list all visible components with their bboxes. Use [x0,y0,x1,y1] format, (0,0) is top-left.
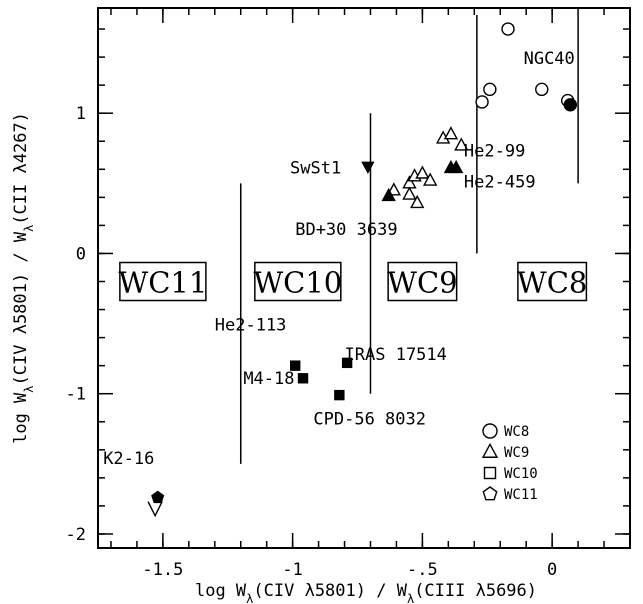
wc9-point [410,194,425,209]
wc10-point [290,360,301,371]
wc8-point [475,95,489,109]
wc10-point [341,357,353,369]
annotation-label: He2-113 [215,316,287,336]
class-label-box [254,261,342,302]
legend-label: WC11 [504,487,538,503]
class-label: WC11 [118,266,207,300]
wc9-point [415,165,430,179]
wc8-point [501,22,515,36]
class-labels: WC11 WC10 WC9 WC8 [118,261,588,302]
legend-marker [482,423,498,439]
axis-labels: log Wλ(CIV λ5801) / Wλ(CIII λ5696) log W… [11,112,537,604]
wc8-point [563,98,578,112]
legend-label: WC8 [504,424,529,440]
y-tick-label: -1 [66,385,86,405]
annotations: NGC40 SwSt1 He2-99 He2-459 BD+30 3639 He2-113… [103,49,575,469]
wc10-point [334,389,345,401]
ticks: -1.5 -1 -.5 0 -2 -1 0 1 [66,8,631,580]
annotation-label: NGC40 [524,49,575,69]
annotation-label: IRAS 17514 [345,345,447,365]
wc9-point [423,172,438,186]
class-label-box [517,261,588,302]
y-axis-label: log Wλ(CIV λ5801) / Wλ(CII λ4267) [11,112,36,444]
class-label-box [387,261,458,302]
legend-label: WC10 [504,466,538,482]
x-tick-label: 0 [547,560,557,580]
x-axis-label: log Wλ(CIV λ5801) / Wλ(CIII λ5696) [195,581,537,604]
legend: WC8 WC9 WC10 WC11 [481,423,538,503]
wc8-point [483,82,497,97]
class-label: WC8 [517,266,587,300]
x-tick-label: -.5 [407,560,438,580]
annotation-label: BD+30 3639 [295,220,397,240]
annotation-label: M4-18 [243,369,294,389]
y-tick-label: 0 [76,244,86,264]
special-marker [361,161,375,175]
wc9-point [454,137,469,151]
wc9-point [381,187,396,202]
x-tick-label: -1 [282,560,302,580]
legend-marker [481,442,499,458]
class-label: WC10 [253,266,342,300]
wc9-point [448,159,464,174]
data-points [147,22,578,518]
annotation-label: He2-459 [464,173,536,193]
wc8-point [535,82,549,97]
y-tick-label: -2 [66,525,86,545]
plot-frame [97,7,631,549]
annotation-label: K2-16 [103,449,154,469]
wc10-point [297,373,309,384]
class-label: WC9 [387,266,457,300]
annotation-label: CPD-56 8032 [313,410,426,430]
special-marker [147,501,163,518]
annotation-label: He2-99 [464,142,525,162]
legend-label: WC9 [504,445,529,461]
y-tick-label: 1 [76,104,86,124]
class-label-box [119,261,207,302]
legend-marker [483,466,497,480]
x-tick-label: -1.5 [142,560,183,580]
wc11-point [151,490,165,504]
wc9-point [443,126,459,140]
wc9-point [402,186,417,200]
annotation-label: SwSt1 [290,159,341,179]
separator-lines [239,15,579,464]
legend-marker [482,486,498,501]
